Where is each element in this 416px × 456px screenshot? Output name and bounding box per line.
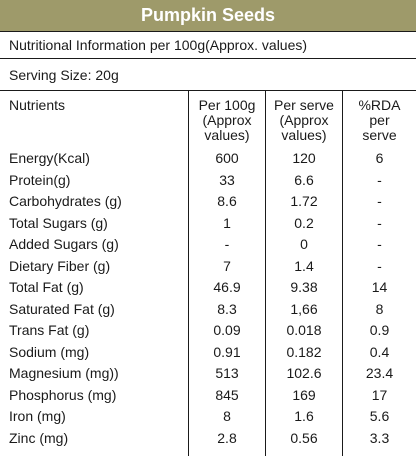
value-rda: 6 [375,150,384,166]
nutrition-info-line: Nutritional Information per 100g(Approx.… [0,31,416,58]
value-per-100g: 8 [223,408,231,424]
nutrient-name: Phosphorus (mg) [9,386,117,403]
nutrient-name: Energy(Kcal) [9,150,90,166]
nutrition-info-text: Nutritional Information per 100g(Approx.… [9,37,308,53]
column-divider [188,91,189,456]
value-per-serve: 0.56 [290,429,318,446]
column-divider [342,91,343,456]
value-per-100g: - [224,236,230,252]
value-per-100g: 46.9 [213,279,241,295]
value-rda: - [377,171,382,188]
value-per-100g: 33 [219,171,235,188]
serving-size-text: Serving Size: 20g [9,66,119,83]
value-per-100g: 600 [215,150,239,166]
value-per-serve: 9.38 [290,279,318,295]
value-per-serve: 0.018 [286,322,322,338]
nutrient-name: Total Fat (g) [9,279,84,295]
title-bar: Pumpkin Seeds [0,0,416,31]
header-per-serve: Per serve (Approx values) [266,98,342,143]
header-rda: %RDA per serve [343,98,416,143]
nutrient-name: Zinc (mg) [9,429,69,446]
header-per-100g-line: Per 100g [198,97,256,113]
nutrient-name: Magnesium (mg)) [9,365,119,381]
value-per-serve: 102.6 [286,365,322,381]
header-per-100g-line: values) [204,127,250,143]
value-per-100g: 0.91 [213,343,241,360]
header-per-serve-line: Per serve [274,97,334,113]
value-per-100g: 8.3 [217,300,237,317]
header-per-100g-line: (Approx [202,112,252,128]
value-per-100g: 513 [215,365,239,381]
value-rda: 3.3 [369,429,390,446]
value-per-serve: 1.72 [290,193,318,209]
value-rda: 0.4 [369,343,390,360]
header-rda-line: per [369,112,390,128]
nutrient-name: Sodium (mg) [9,343,90,360]
nutrient-name: Trans Fat (g) [9,322,90,338]
value-rda: - [377,214,382,231]
value-per-serve: 1.6 [294,408,314,424]
value-per-100g: 0.09 [213,322,241,338]
value-rda: - [377,193,382,209]
nutrient-table: Nutrients Per 100g (Approx values) Per s… [0,91,416,456]
value-rda: 8 [375,300,384,317]
value-per-serve: 1,66 [290,300,318,317]
value-rda: - [377,236,382,252]
column-divider [265,91,266,456]
nutrient-name: Protein(g) [9,171,71,188]
value-per-100g: 8.6 [217,193,237,209]
nutrient-name: Dietary Fiber (g) [9,257,111,274]
nutrient-name: Carbohydrates (g) [9,193,122,209]
nutrient-name: Total Sugars (g) [9,214,108,231]
header-per-100g: Per 100g (Approx values) [189,98,265,143]
value-rda: 14 [371,279,388,295]
header-rda-line: %RDA [358,97,401,113]
value-per-serve: 1.4 [294,257,314,274]
nutrient-name: Saturated Fat (g) [9,300,115,317]
value-per-serve: 0.2 [294,214,314,231]
value-per-serve: 169 [292,386,316,403]
value-per-serve: 0.182 [286,343,322,360]
nutrient-name: Added Sugars (g) [9,236,119,252]
value-per-serve: 120 [292,150,316,166]
value-per-100g: 845 [215,386,239,403]
value-rda: 0.9 [369,322,390,338]
header-per-serve-line: (Approx [279,112,329,128]
serving-size-line: Serving Size: 20g [0,58,416,91]
value-per-serve: 6.6 [294,171,314,188]
value-rda: 23.4 [365,365,394,381]
value-per-100g: 7 [223,257,231,274]
nutrient-name: Iron (mg) [9,408,66,424]
value-rda: - [377,257,382,274]
header-rda-line: serve [362,127,397,143]
header-nutrients: Nutrients [9,97,66,113]
header-per-serve-line: values) [281,127,327,143]
value-per-100g: 2.8 [217,429,237,446]
value-per-serve: 0 [300,236,308,252]
value-rda: 17 [371,386,388,403]
value-per-100g: 1 [223,214,231,231]
value-rda: 5.6 [369,408,390,424]
product-title: Pumpkin Seeds [140,5,276,25]
